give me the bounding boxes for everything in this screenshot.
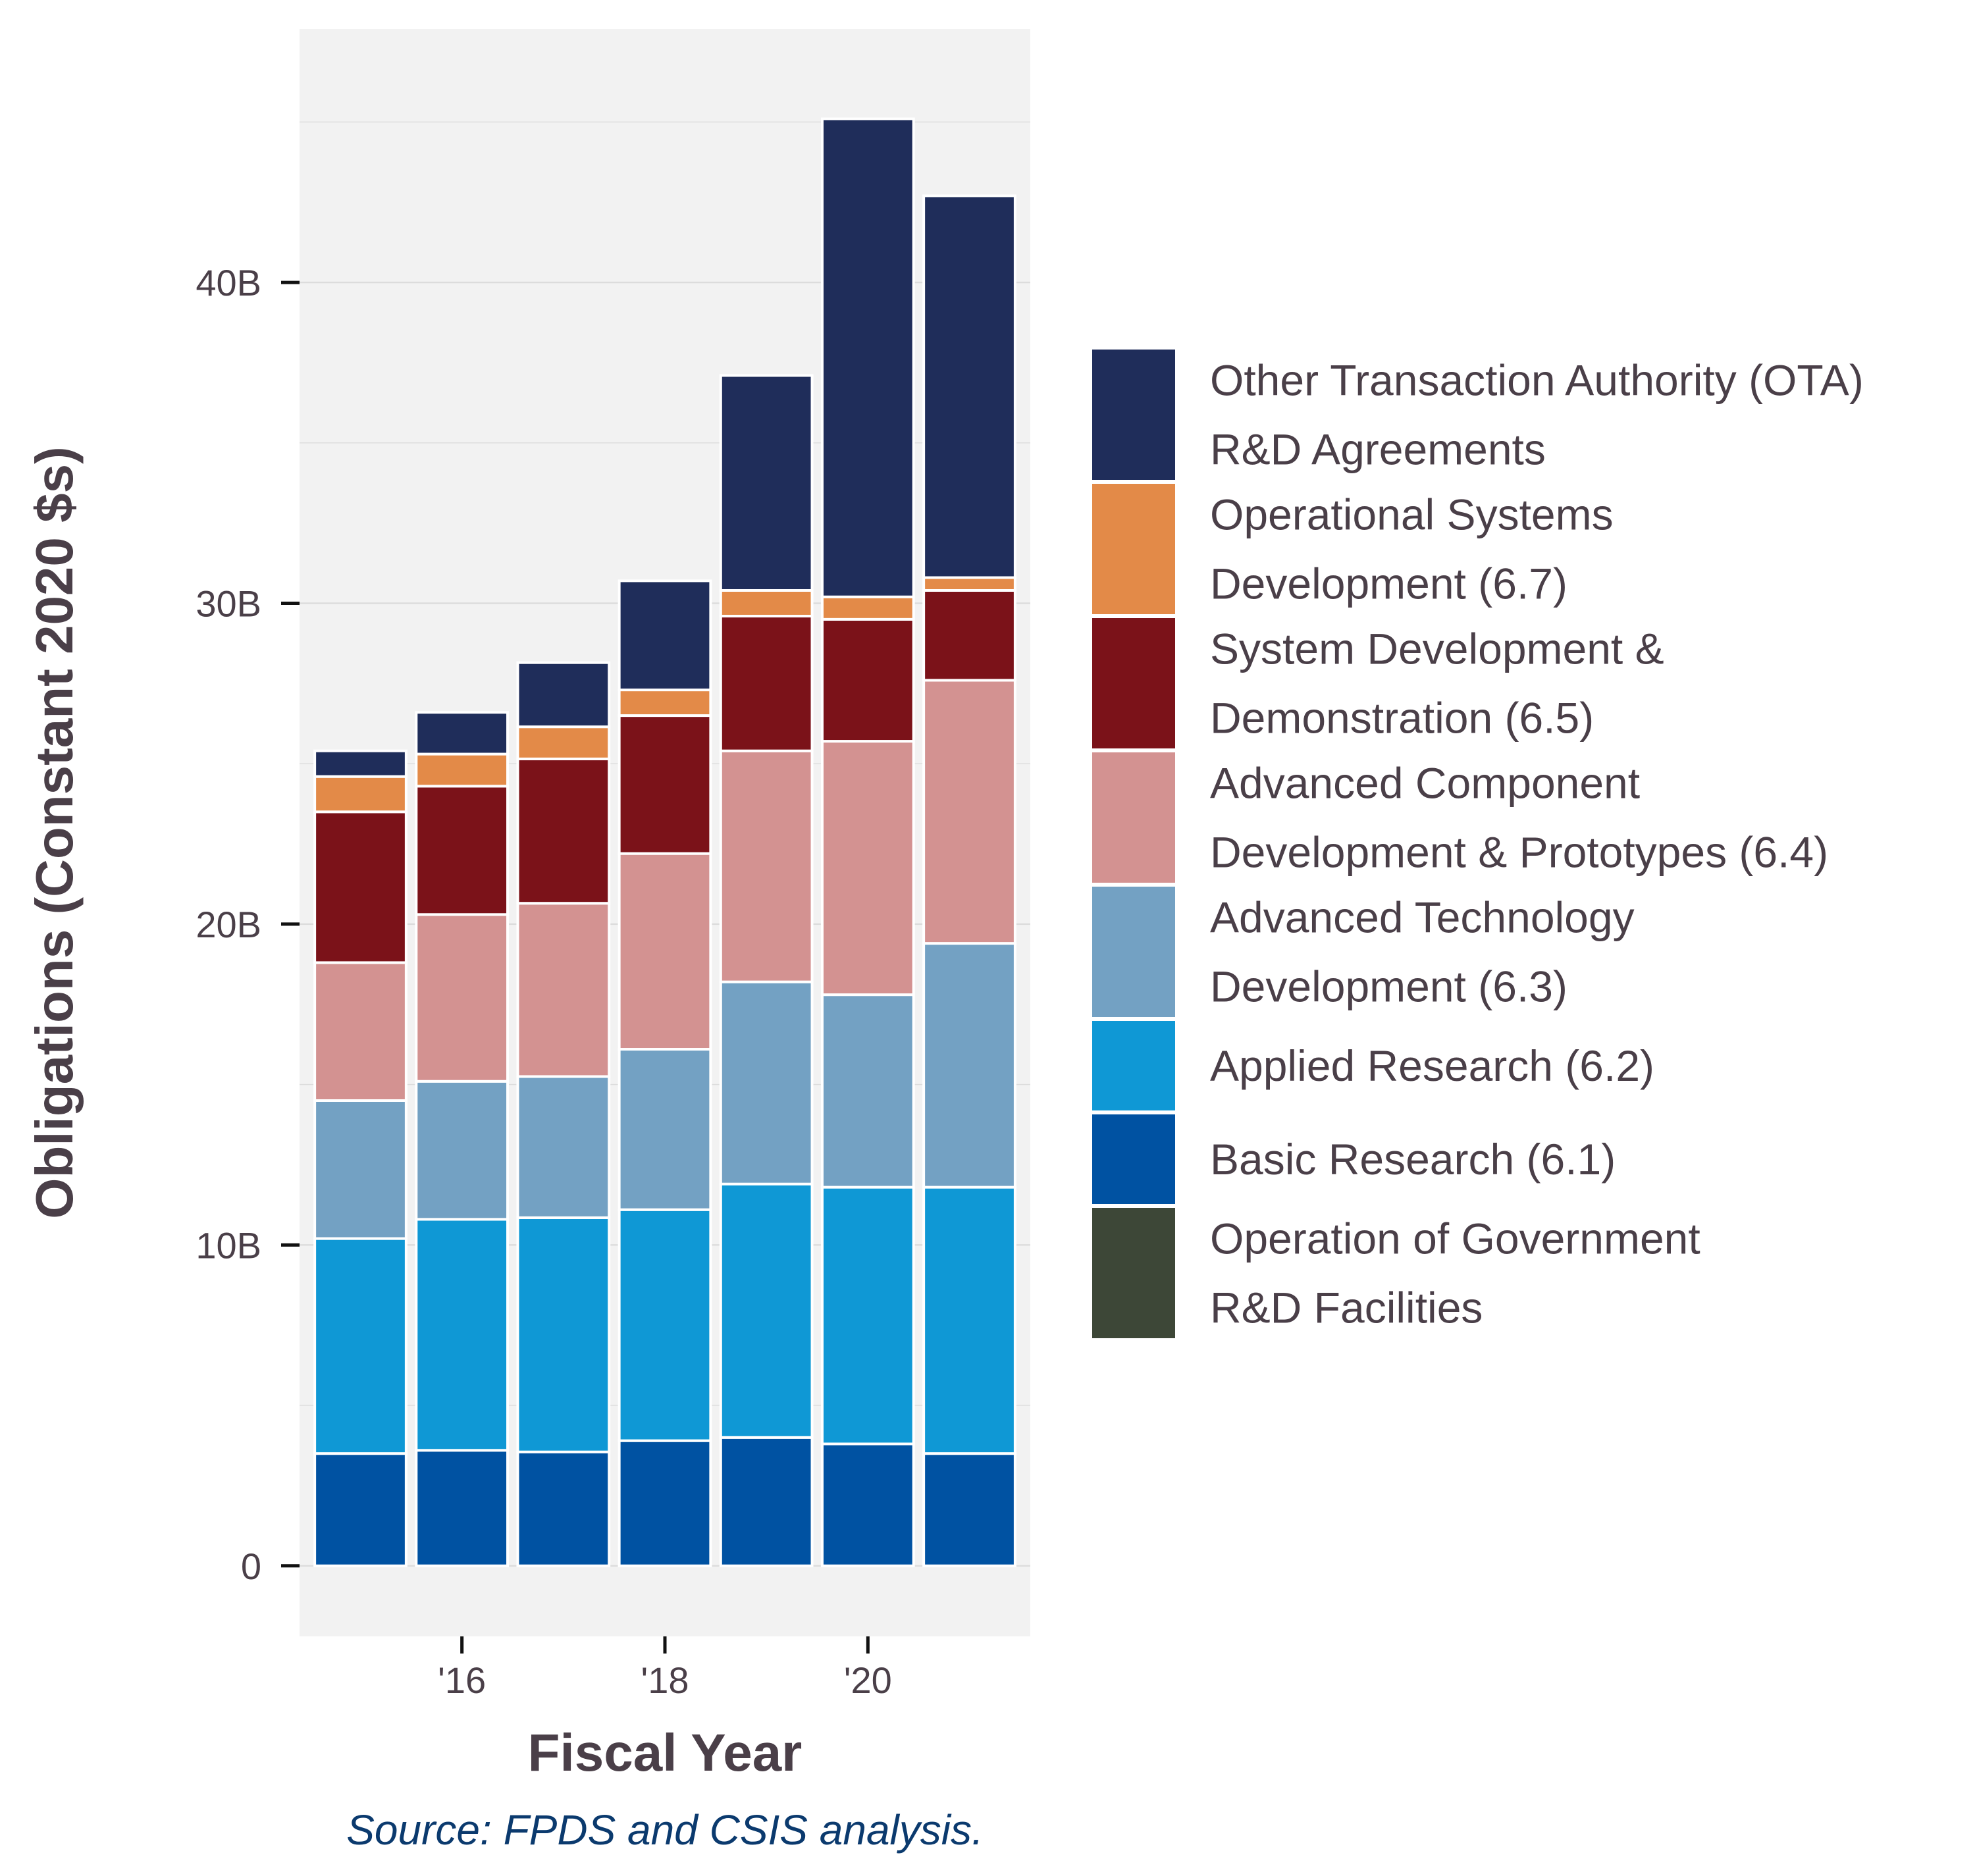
- legend-swatch: [1088, 480, 1179, 618]
- source-note: Source: FPDS and CSIS analysis.: [346, 1806, 984, 1854]
- legend-label: Development (6.7): [1210, 560, 1567, 608]
- legend-swatch: [1088, 748, 1179, 887]
- legend-swatch: [1088, 614, 1179, 752]
- bar-segment: [618, 852, 712, 1051]
- legend-label: R&D Facilities: [1210, 1284, 1483, 1332]
- bar-segment: [820, 617, 915, 743]
- bar-segment: [415, 1218, 510, 1452]
- legend-label: Operation of Government: [1210, 1214, 1700, 1263]
- legend-swatch: [1088, 1110, 1179, 1208]
- legend-label: Applied Research (6.2): [1210, 1041, 1654, 1090]
- y-axis-title: Obligations (Constant 2020 $s): [25, 446, 84, 1219]
- bar-segment: [313, 1237, 408, 1455]
- bar-segment: [516, 725, 611, 760]
- bar-segment: [922, 1452, 1016, 1567]
- x-tick-label: '16: [438, 1659, 486, 1701]
- bar-segment: [415, 752, 510, 788]
- bar-segment: [820, 993, 915, 1189]
- bar-segment: [516, 1450, 611, 1567]
- bar-segment: [618, 1208, 712, 1442]
- legend-label: System Development &: [1210, 625, 1664, 673]
- bar-segment: [415, 913, 510, 1083]
- bar-segment: [719, 1436, 814, 1567]
- legend-label: Advanced Component: [1210, 759, 1640, 808]
- bar-segment: [415, 785, 510, 916]
- bar-segment: [415, 1449, 510, 1567]
- bar-segment: [820, 1186, 915, 1446]
- legend-swatch: [1088, 1204, 1179, 1342]
- bar-segment: [719, 749, 814, 983]
- bar-segment: [922, 942, 1016, 1189]
- bar-segment: [618, 689, 712, 717]
- y-tick-label: 0: [241, 1546, 261, 1587]
- bar-segment: [313, 961, 408, 1103]
- legend-label: Development & Prototypes (6.4): [1210, 828, 1828, 877]
- bar-segment: [313, 1452, 408, 1567]
- bar-segment: [922, 194, 1016, 579]
- bar-segment: [415, 711, 510, 756]
- bar-segment: [516, 757, 611, 905]
- bar-segment: [922, 679, 1016, 945]
- bar-segment: [719, 980, 814, 1186]
- legend-label: R&D Agreements: [1210, 425, 1546, 474]
- bar-segment: [820, 740, 915, 997]
- bar-segment: [618, 714, 712, 855]
- y-tick-label: 40B: [196, 262, 261, 303]
- bar-segment: [719, 588, 814, 617]
- bar-segment: [516, 902, 611, 1078]
- bar-segment: [618, 1048, 712, 1211]
- x-axis: '16 '18 '20: [438, 1636, 892, 1701]
- bar-segment: [820, 595, 915, 621]
- legend: Other Transaction Authority (OTA) R&D Agr…: [1088, 346, 1864, 1342]
- bar-segment: [313, 1099, 408, 1240]
- bar-segment: [313, 775, 408, 814]
- bar-segment: [719, 374, 814, 592]
- x-tick-label: '20: [844, 1659, 892, 1701]
- legend-label: Operational Systems: [1210, 490, 1614, 539]
- bar-segment: [516, 661, 611, 729]
- x-axis-title: Fiscal Year: [528, 1723, 803, 1782]
- x-tick-label: '18: [641, 1659, 689, 1701]
- bar-segment: [922, 1186, 1016, 1455]
- bar-segment: [618, 1439, 712, 1567]
- bar-segment: [820, 117, 915, 598]
- legend-swatch: [1088, 883, 1179, 1021]
- bar-segment: [516, 1075, 611, 1219]
- y-tick-label: 10B: [196, 1224, 261, 1266]
- y-axis: 0 10B 20B 30B 40B: [196, 262, 300, 1587]
- y-tick-label: 20B: [196, 904, 261, 945]
- bar-segment: [516, 1216, 611, 1453]
- bar-segment: [922, 576, 1016, 592]
- legend-label: Demonstration (6.5): [1210, 694, 1594, 743]
- bars-layer: [313, 117, 1016, 1567]
- legend-swatch: [1088, 346, 1179, 484]
- y-tick-label: 30B: [196, 583, 261, 624]
- legend-label: Other Transaction Authority (OTA): [1210, 356, 1864, 405]
- legend-label: Development (6.3): [1210, 962, 1567, 1011]
- bar-segment: [313, 810, 408, 964]
- bar-segment: [313, 749, 408, 778]
- bar-segment: [719, 614, 814, 752]
- bar-segment: [618, 579, 712, 692]
- legend-label: Basic Research (6.1): [1210, 1135, 1616, 1184]
- legend-swatch: [1088, 1017, 1179, 1114]
- bar-segment: [415, 1080, 510, 1221]
- legend-label: Advanced Technology: [1210, 893, 1635, 942]
- bar-segment: [719, 1182, 814, 1439]
- bar-segment: [922, 588, 1016, 682]
- bar-segment: [820, 1442, 915, 1567]
